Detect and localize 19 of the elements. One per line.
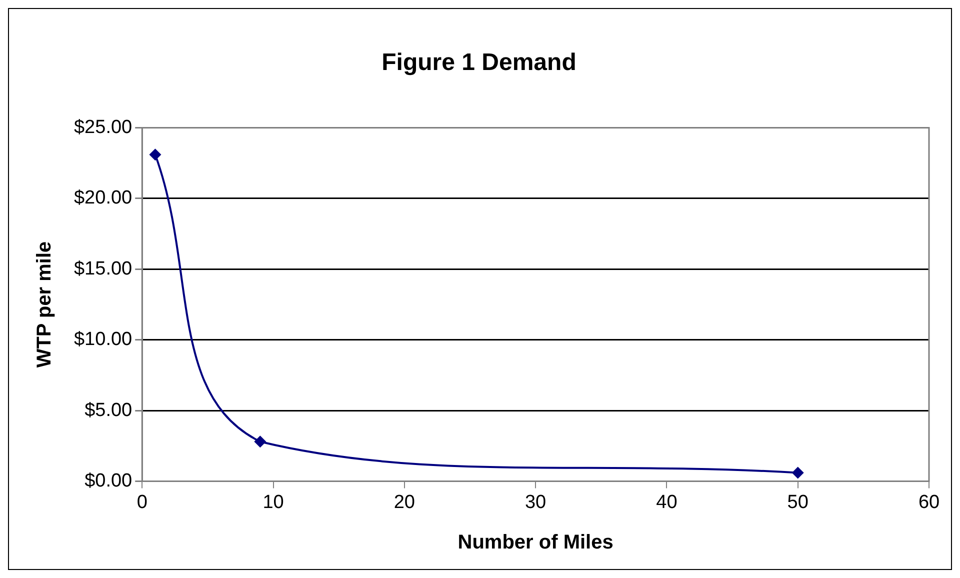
x-tick-label: 60 xyxy=(918,492,940,513)
y-tick-label: $5.00 xyxy=(84,400,132,421)
x-tick-label: 30 xyxy=(524,492,546,513)
y-axis-title: WTP per mile xyxy=(34,241,56,368)
x-tick-label: 40 xyxy=(656,492,678,513)
point xyxy=(149,148,162,161)
point xyxy=(792,466,804,479)
y-tick-label: $15.00 xyxy=(74,258,132,280)
x-tick-label: 20 xyxy=(394,492,415,513)
y-tick-label: $10.00 xyxy=(74,329,132,350)
x-tick-label: 50 xyxy=(787,492,808,513)
chart-title: Figure 1 Demand xyxy=(382,49,576,76)
point xyxy=(254,436,266,448)
y-tick-label: $0.00 xyxy=(84,470,132,492)
y-tick-label: $20.00 xyxy=(74,188,132,209)
x-axis-title: Number of Miles xyxy=(458,532,614,554)
y-tick-label: $25.00 xyxy=(74,117,132,138)
x-tick-label: 0 xyxy=(136,492,148,513)
x-tick-label: 10 xyxy=(262,492,284,513)
